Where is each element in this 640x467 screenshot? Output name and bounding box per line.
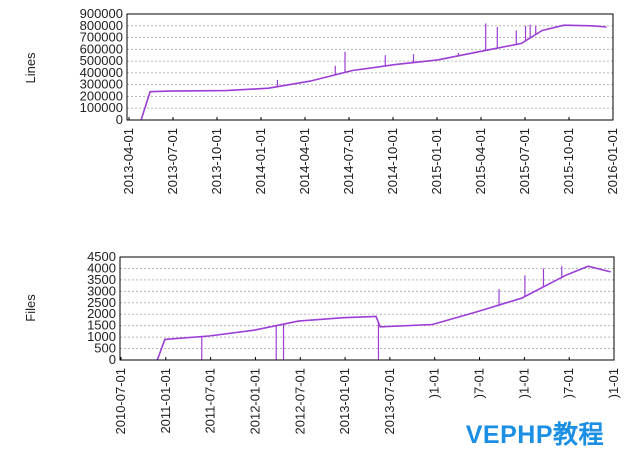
y-tick-label: 0	[116, 112, 123, 127]
y-axis-label: Lines	[23, 52, 38, 84]
y-tick-label: 800000	[80, 18, 123, 33]
y-tick-label: 200000	[80, 88, 123, 103]
x-tick-label: 2013-01-01	[337, 368, 352, 435]
x-tick-label: )7-01	[472, 368, 487, 398]
x-tick-label: 2013-10-01	[209, 128, 224, 195]
y-tick-label: 3500	[87, 272, 116, 287]
x-tick-label: 2015-10-01	[561, 128, 576, 195]
x-tick-label: 2012-01-01	[247, 368, 262, 435]
y-tick-label: 4000	[87, 260, 116, 275]
y-tick-label: 500000	[80, 53, 123, 68]
x-tick-label: 2011-07-01	[203, 368, 218, 434]
series-line	[140, 24, 607, 120]
y-tick-label: 1000	[87, 329, 116, 344]
y-tick-label: 400000	[80, 65, 123, 80]
y-tick-label: 3000	[87, 283, 116, 298]
x-tick-label: 2015-07-01	[517, 128, 532, 195]
y-tick-label: 4500	[87, 249, 116, 264]
watermark: VEPHP教程	[465, 421, 604, 449]
x-tick-label: 2016-01-01	[605, 128, 620, 195]
y-tick-label: 100000	[80, 100, 123, 115]
x-tick-label: 2014-10-01	[385, 128, 400, 195]
series-line	[156, 265, 611, 361]
y-tick-label: 900000	[80, 6, 123, 21]
x-tick-label: 2013-07-01	[382, 368, 397, 435]
x-tick-label: 2013-04-01	[121, 128, 136, 195]
x-tick-label: 2015-04-01	[473, 128, 488, 195]
y-tick-label: 0	[109, 352, 116, 367]
files-chart: Files 0500100015002000250030003500400045…	[23, 249, 621, 435]
y-tick-label: 1500	[87, 318, 116, 333]
y-tick-label: 2500	[87, 295, 116, 310]
y-tick-label: 600000	[80, 41, 123, 56]
x-tick-label: 2014-01-01	[253, 128, 268, 195]
x-tick-label: 2011-01-01	[158, 368, 173, 434]
x-tick-label: 2014-04-01	[297, 128, 312, 195]
x-tick-label: 2012-07-01	[292, 368, 307, 435]
x-tick-label: 2014-07-01	[341, 128, 356, 195]
x-tick-label: 2010-07-01	[113, 368, 128, 435]
x-tick-label: )7-01	[561, 368, 576, 398]
x-tick-label: 2013-07-01	[165, 128, 180, 195]
y-tick-label: 300000	[80, 77, 123, 92]
y-tick-label: 500	[94, 341, 116, 356]
x-tick-label: )1-01	[427, 368, 442, 398]
x-tick-label: 2015-01-01	[429, 128, 444, 195]
x-tick-label: )1-01	[516, 368, 531, 398]
lines-chart: Lines 0100000200000300000400000500000600…	[23, 6, 620, 195]
x-tick-label: )1-01	[606, 368, 621, 398]
plot-frame	[126, 13, 614, 121]
y-axis-label: Files	[23, 294, 38, 322]
y-tick-label: 2000	[87, 306, 116, 321]
plot-frame	[119, 256, 615, 361]
y-tick-label: 700000	[80, 30, 123, 45]
